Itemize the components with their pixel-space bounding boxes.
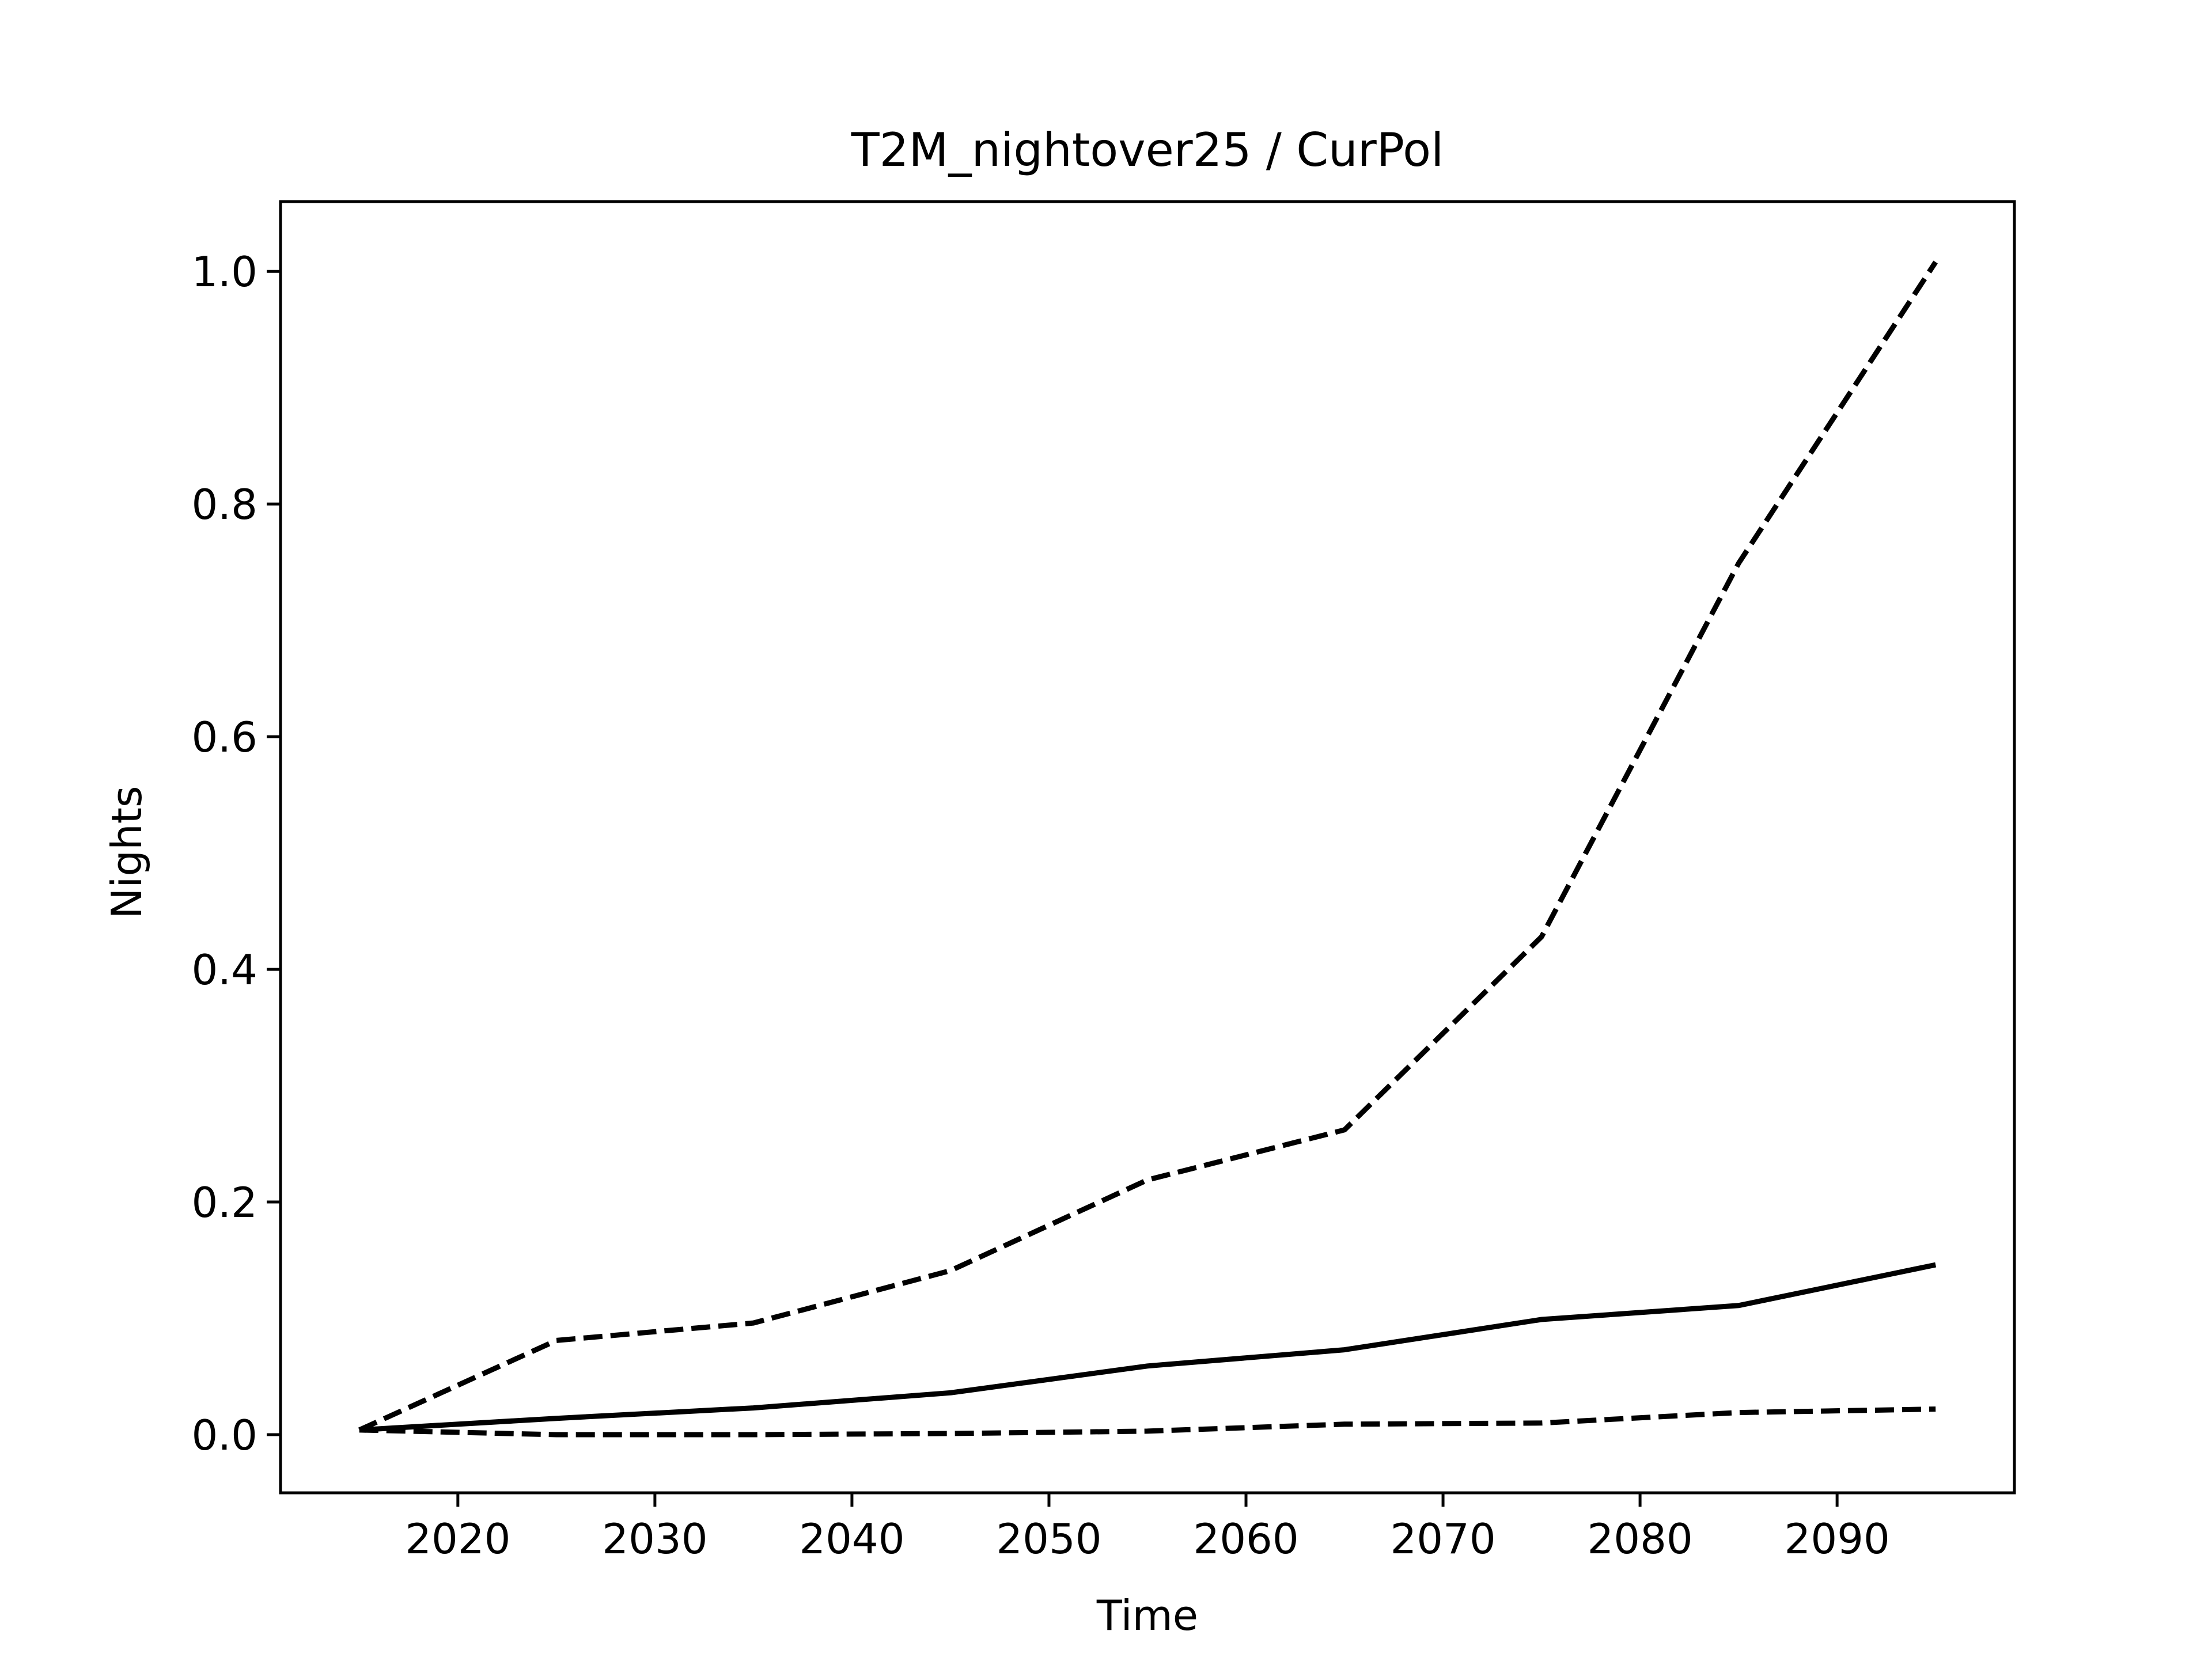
axis-ticks: 2020 2030 2040 2050 2060 2070 2080 2090 0.0 0.2 0.…: [191, 248, 1889, 1563]
y-axis-label: Nights: [103, 786, 151, 919]
x-axis-label: Time: [1096, 1591, 1198, 1640]
y-tick-label: 0.8: [191, 480, 257, 529]
x-tick-label: 2060: [1193, 1515, 1298, 1563]
y-tick-label: 1.0: [191, 248, 257, 296]
x-tick-label: 2020: [405, 1515, 510, 1563]
x-tick-label: 2040: [799, 1515, 904, 1563]
y-tick-label: 0.4: [191, 946, 257, 994]
x-tick-label: 2080: [1587, 1515, 1692, 1563]
x-tick-label: 2050: [996, 1515, 1101, 1563]
y-tick-label: 0.0: [191, 1411, 257, 1459]
x-tick-label: 2030: [602, 1515, 707, 1563]
x-tick-label: 2090: [1785, 1515, 1890, 1563]
plot-area-frame: [279, 200, 2016, 1495]
lower-dashed-series-line: [359, 1406, 1936, 1438]
y-tick-label: 0.2: [191, 1178, 257, 1227]
upper-dashed-series-line: [358, 260, 1938, 1432]
chart-title: T2M_nightover25 / CurPol: [851, 123, 1444, 177]
x-tick-label: 2070: [1390, 1515, 1495, 1563]
series-layer: [358, 260, 1938, 1438]
median-solid-series-line: [359, 1262, 1937, 1433]
y-tick-label: 0.6: [191, 713, 257, 761]
